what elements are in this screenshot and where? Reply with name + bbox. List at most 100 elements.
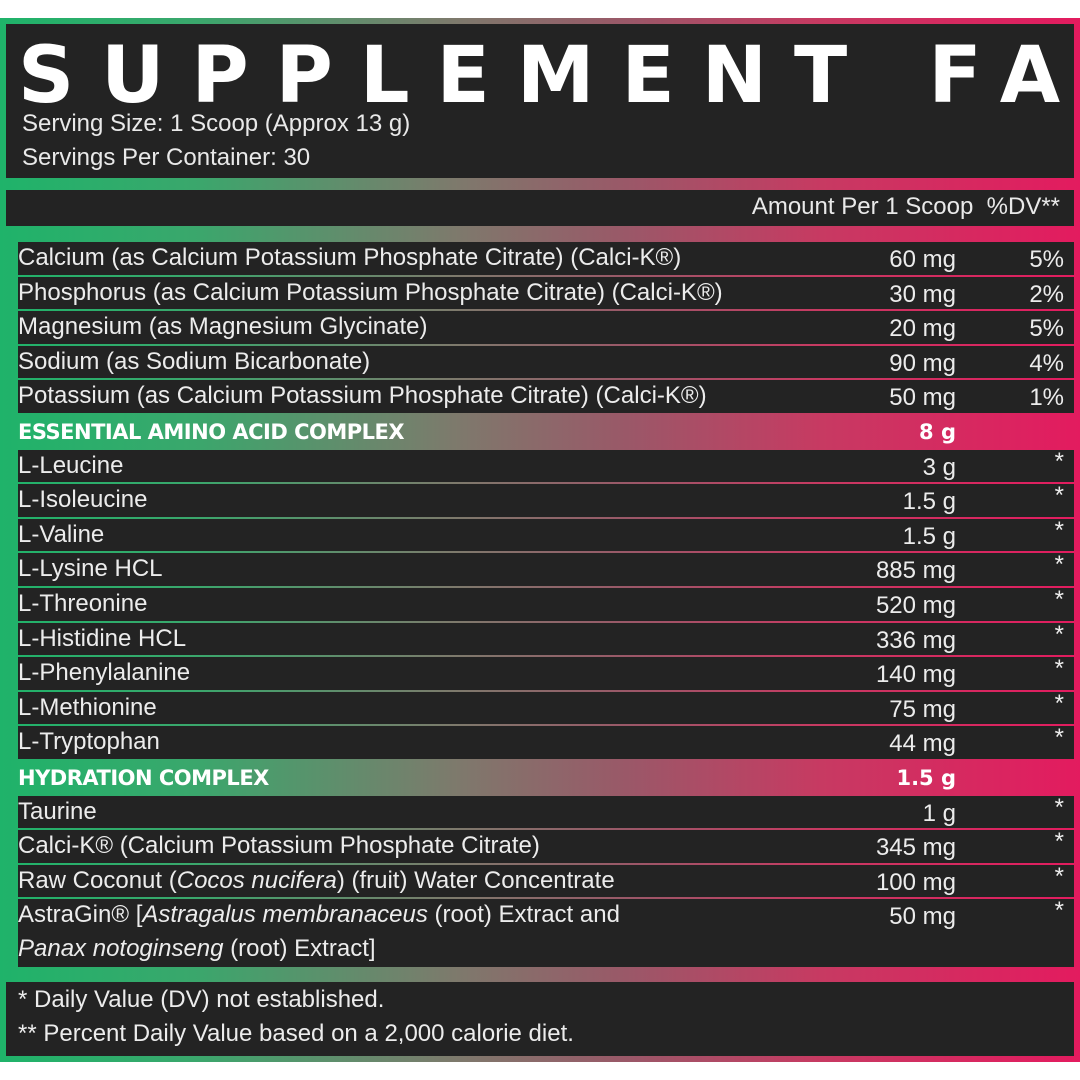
nutrient-amount: 140 mg <box>875 661 956 689</box>
latin-name: Astragalus membranaceus <box>142 901 428 929</box>
table-row: L-Valine 1.5 g * <box>18 517 1074 552</box>
nutrient-dv: * <box>1054 724 1064 752</box>
nutrient-name: Calcium (as Calcium Potassium Phosphate … <box>18 244 682 271</box>
nutrient-amount: 1 g <box>922 799 956 827</box>
table-row: L-Threonine 520 mg * <box>18 586 1074 621</box>
nutrient-amount: 1.5 g <box>902 488 956 516</box>
nutrient-dv: * <box>1054 897 1064 925</box>
nutrient-dv: * <box>1054 655 1064 683</box>
table-row: Sodium (as Sodium Bicarbonate) 90 mg 4% <box>18 345 1074 379</box>
name-part: (root) Extract] <box>223 935 376 963</box>
nutrient-name: Potassium (as Calcium Potassium Phosphat… <box>18 382 707 410</box>
page-title: SUPPLEMENT FACTS <box>18 31 1080 121</box>
nutrient-dv: * <box>1054 551 1064 579</box>
nutrient-dv: 4% <box>1029 349 1064 377</box>
nutrient-dv: 1% <box>1029 384 1064 412</box>
nutrient-dv: * <box>1054 482 1064 510</box>
table-row: L-Histidine HCL 336 mg * <box>18 621 1074 656</box>
nutrient-dv: * <box>1054 828 1064 856</box>
amount-header: Amount Per 1 Scoop <box>751 193 974 220</box>
table-row: AstraGin® [Astragalus membranaceus (root… <box>18 897 1074 968</box>
section-header-eaa: ESSENTIAL AMINO ACID COMPLEX 8 g <box>18 415 1074 448</box>
nutrient-name: L-Threonine <box>18 589 148 617</box>
nutrient-amount: 3 g <box>922 453 956 481</box>
footnotes-box: * Daily Value (DV) not established. ** P… <box>6 982 1074 1056</box>
name-part: Raw Coconut ( <box>18 866 177 894</box>
table-row: L-Lysine HCL 885 mg * <box>18 551 1074 586</box>
nutrient-dv: * <box>1054 689 1064 717</box>
nutrient-name: Magnesium (as Magnesium Glycinate) <box>18 313 428 341</box>
section-amount: 8 g <box>919 419 956 444</box>
nutrient-dv: 5% <box>1029 315 1064 343</box>
table-row: Taurine 1 g * <box>18 794 1074 829</box>
name-part: AstraGin® [ <box>18 901 143 929</box>
supplement-facts-panel: SUPPLEMENT FACTS Serving Size: 1 Scoop (… <box>0 18 1080 1062</box>
nutrient-amount: 30 mg <box>889 280 956 308</box>
nutrient-name: Sodium (as Sodium Bicarbonate) <box>18 347 371 375</box>
nutrient-name: AstraGin® [Astragalus membranaceus (root… <box>18 899 620 931</box>
latin-name: Cocos nucifera <box>176 866 337 894</box>
section-header-hydration: HYDRATION COMPLEX 1.5 g <box>18 761 1074 794</box>
name-part: (root) Extract and <box>427 901 620 929</box>
nutrient-dv: * <box>1054 585 1064 613</box>
nutrient-amount: 336 mg <box>875 626 956 654</box>
nutrient-name: L-Lysine HCL <box>18 555 163 583</box>
nutrient-name: Raw Coconut (Cocos nucifera) (fruit) Wat… <box>18 865 615 897</box>
nutrient-name: L-Methionine <box>18 693 157 721</box>
nutrient-amount: 44 mg <box>889 730 956 758</box>
nutrient-amount: 90 mg <box>889 349 956 377</box>
footnote-percent-dv: ** Percent Daily Value based on a 2,000 … <box>18 1020 574 1047</box>
table-row: Raw Coconut (Cocos nucifera) (fruit) Wat… <box>18 863 1074 898</box>
table-row: Magnesium (as Magnesium Glycinate) 20 mg… <box>18 311 1074 344</box>
nutrient-name: L-Isoleucine <box>18 486 148 514</box>
column-header-text: Amount Per 1 Scoop %DV** <box>752 193 1060 221</box>
nutrient-name-line2: Panax notoginseng (root) Extract] <box>18 933 376 965</box>
table-row: L-Phenylalanine 140 mg * <box>18 655 1074 690</box>
table-row: L-Tryptophan 44 mg * <box>18 724 1074 759</box>
nutrient-name: L-Histidine HCL <box>18 624 187 652</box>
table-row: Potassium (as Calcium Potassium Phosphat… <box>18 380 1074 413</box>
title-box: SUPPLEMENT FACTS Serving Size: 1 Scoop (… <box>6 24 1080 178</box>
nutrient-name: L-Phenylalanine <box>18 659 191 687</box>
nutrient-name: L-Tryptophan <box>18 728 160 756</box>
nutrient-name: Calci-K® (Calcium Potassium Phosphate Ci… <box>18 832 540 860</box>
table-row: Phosphorus (as Calcium Potassium Phospha… <box>18 276 1074 310</box>
nutrient-name: L-Leucine <box>18 451 124 479</box>
nutrient-dv: * <box>1054 862 1064 890</box>
nutrient-amount: 60 mg <box>889 246 956 273</box>
nutrient-dv: * <box>1054 516 1064 544</box>
nutrient-amount: 50 mg <box>889 384 956 412</box>
nutrient-table: Calcium (as Calcium Potassium Phosphate … <box>18 242 1074 969</box>
nutrient-amount: 100 mg <box>875 868 956 896</box>
nutrient-amount: 520 mg <box>875 591 956 619</box>
column-header: Amount Per 1 Scoop %DV** <box>6 190 1074 226</box>
nutrient-name: Phosphorus (as Calcium Potassium Phospha… <box>18 278 723 306</box>
nutrient-amount: 1.5 g <box>902 522 956 550</box>
table-row: Calcium (as Calcium Potassium Phosphate … <box>18 242 1074 275</box>
footnote-dv-not-established: * Daily Value (DV) not established. <box>18 986 385 1013</box>
nutrient-dv: * <box>1054 620 1064 648</box>
nutrient-dv: * <box>1054 447 1064 475</box>
nutrient-amount: 50 mg <box>889 903 956 931</box>
nutrient-amount: 20 mg <box>889 315 956 343</box>
serving-size: Serving Size: 1 Scoop (Approx 13 g) <box>22 110 411 137</box>
table-row: L-Isoleucine 1.5 g * <box>18 482 1074 517</box>
nutrient-dv: 2% <box>1029 280 1064 308</box>
nutrient-dv: * <box>1054 793 1064 821</box>
nutrient-dv: 5% <box>1029 246 1064 273</box>
servings-per-container: Servings Per Container: 30 <box>22 144 311 171</box>
nutrient-amount: 75 mg <box>889 695 956 723</box>
name-part: ) (fruit) Water Concentrate <box>336 866 615 894</box>
table-row: L-Leucine 3 g * <box>18 448 1074 483</box>
nutrient-name: Taurine <box>18 797 97 825</box>
section-name: HYDRATION COMPLEX <box>18 765 269 790</box>
table-row: Calci-K® (Calcium Potassium Phosphate Ci… <box>18 828 1074 863</box>
dv-header: %DV** <box>986 193 1060 220</box>
nutrient-amount: 885 mg <box>875 557 956 585</box>
section-name: ESSENTIAL AMINO ACID COMPLEX <box>18 419 405 444</box>
nutrient-name: L-Valine <box>18 520 105 548</box>
table-row: L-Methionine 75 mg * <box>18 690 1074 725</box>
nutrient-amount: 345 mg <box>875 834 956 862</box>
section-amount: 1.5 g <box>896 765 956 790</box>
latin-name: Panax notoginseng <box>18 935 224 963</box>
